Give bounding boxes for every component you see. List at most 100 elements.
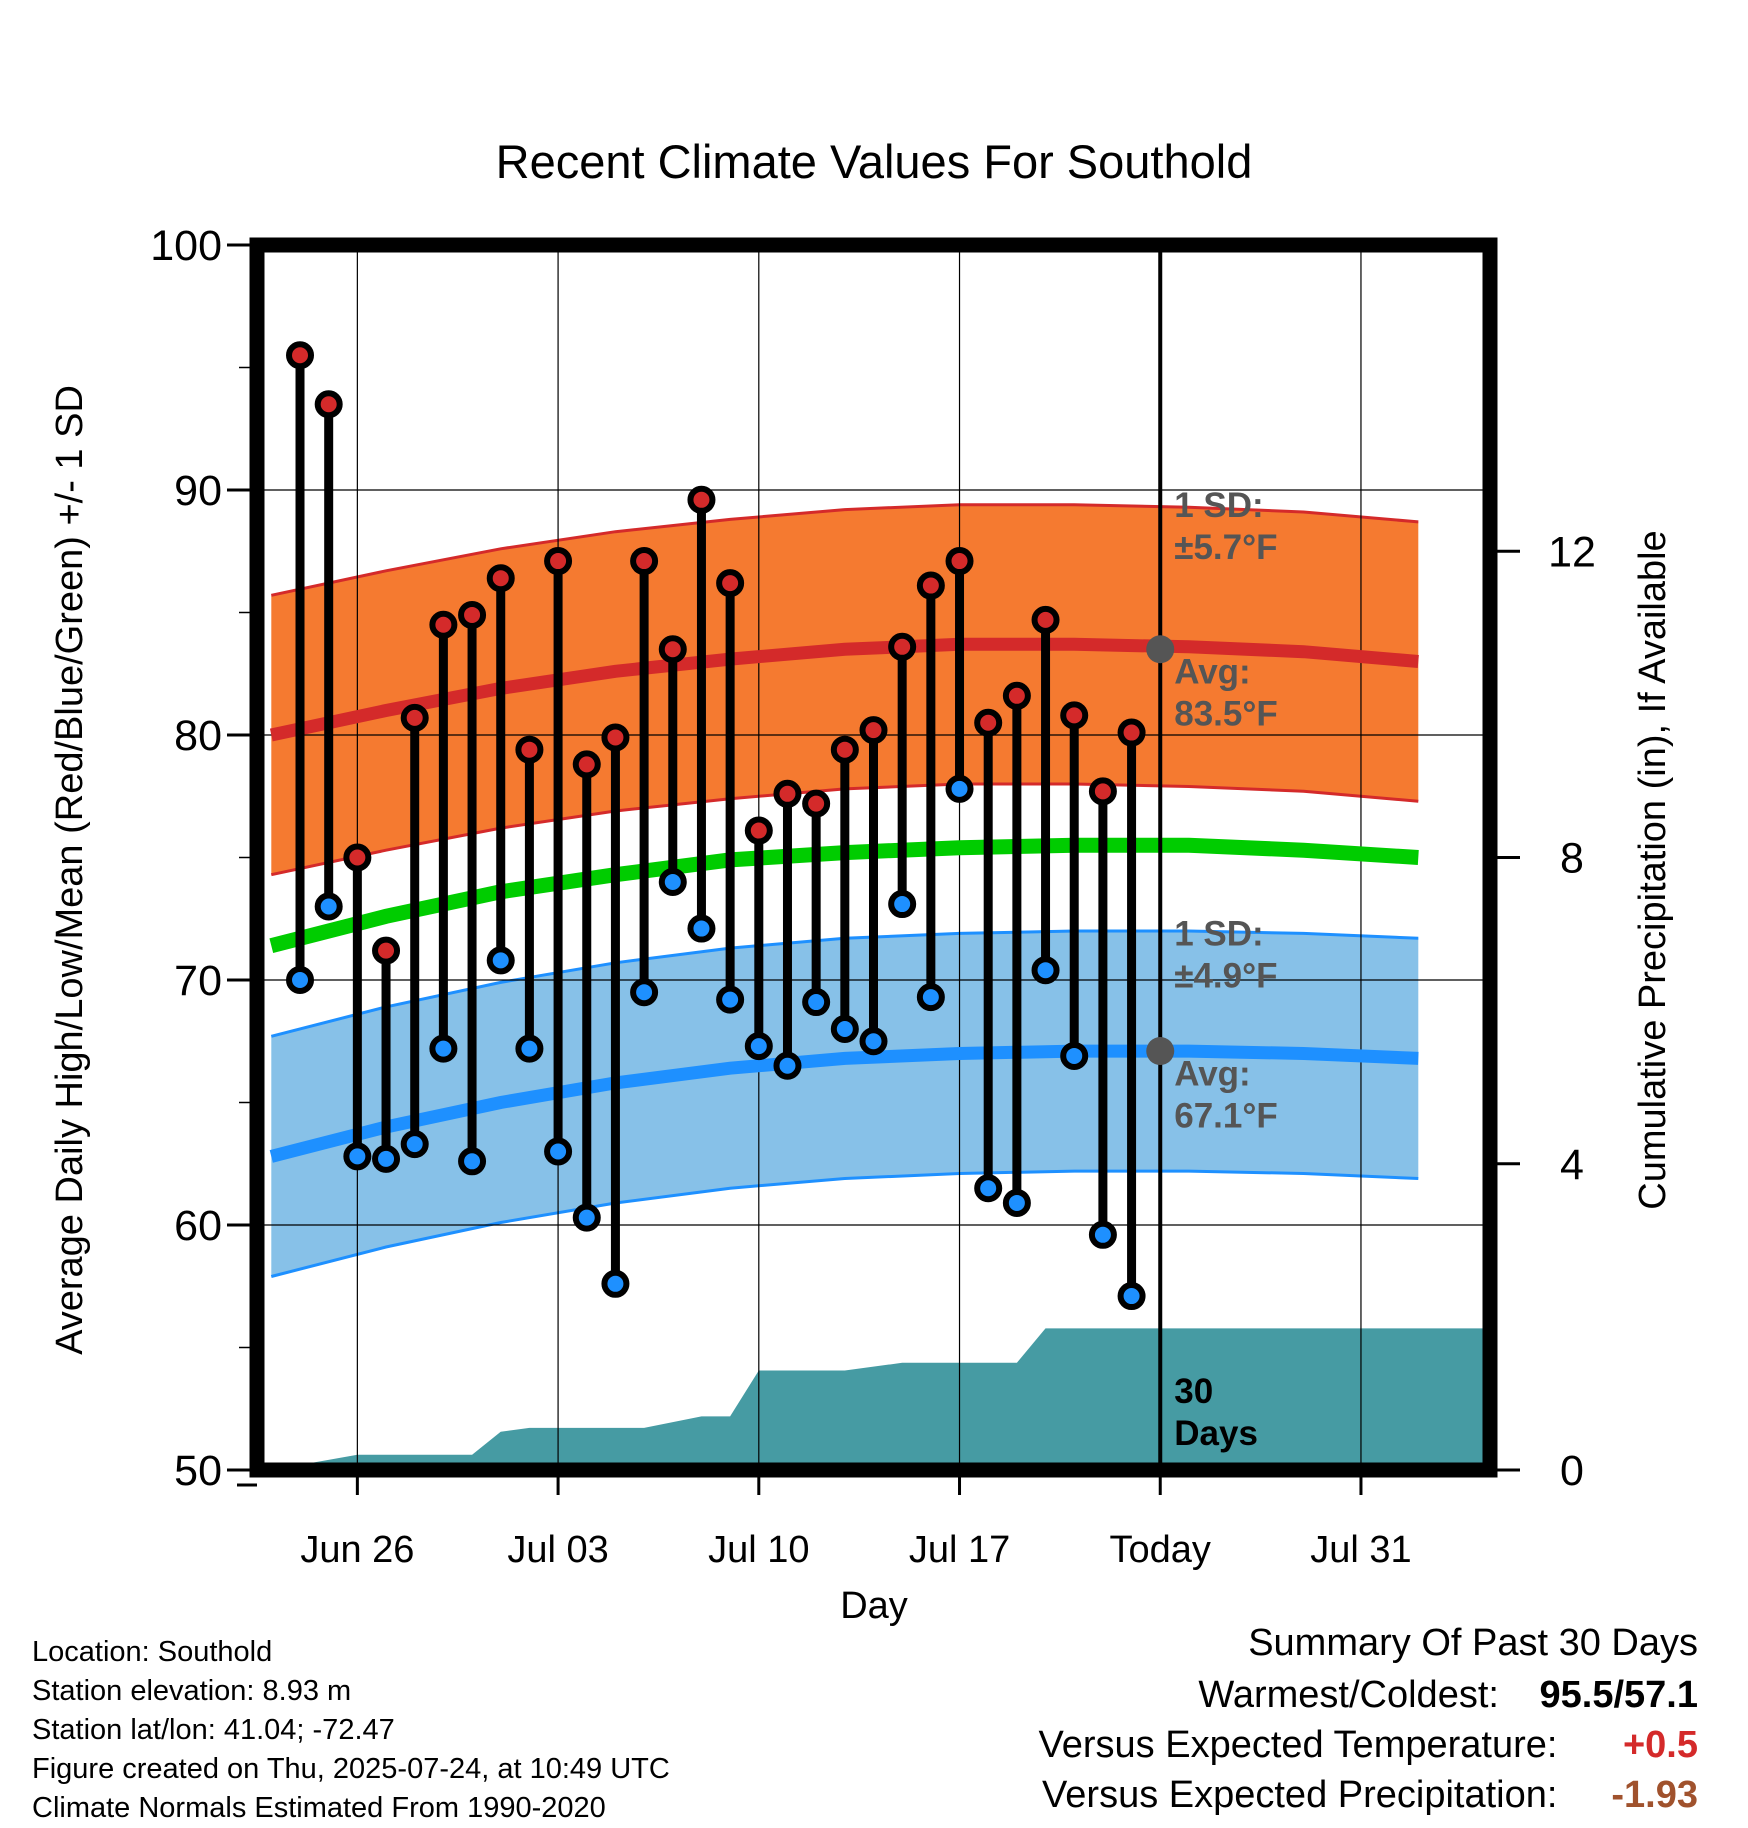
daily-low-point [1117, 1282, 1146, 1311]
daily-low-point [658, 868, 687, 896]
precip-area [271, 1328, 1490, 1470]
daily-low-point [916, 983, 945, 1012]
precip-label: Versus Expected Precipitation: [1042, 1774, 1558, 1816]
daily-high-point [830, 735, 859, 764]
y-tick-label: 70 [174, 957, 222, 1005]
daily-low-point [601, 1269, 630, 1298]
daily-low-point [314, 892, 343, 921]
info-latlon: Station lat/lon: 41.04; -72.47 [32, 1714, 395, 1746]
daily-low-point [1088, 1220, 1117, 1249]
daily-low-point [744, 1032, 773, 1061]
daily-low-point [515, 1034, 544, 1063]
y-tick-label: 60 [174, 1202, 222, 1250]
daily-low-point [630, 978, 659, 1007]
x-tick-label: Jul 17 [909, 1529, 1010, 1571]
daily-low-point [1060, 1041, 1089, 1070]
x-axis-label: Day [840, 1585, 908, 1627]
x-tick-label: Jul 03 [507, 1529, 608, 1571]
today-low-avg-marker [1146, 1037, 1175, 1066]
summary-precip-row: Versus Expected Precipitation: -1.93 [1042, 1774, 1698, 1817]
y-tick-label: 80 [174, 712, 222, 760]
daily-high-point [1031, 605, 1060, 634]
daily-low-point [830, 1015, 859, 1043]
temp-value: +0.5 [1622, 1724, 1698, 1766]
x-tick-label: Jul 31 [1310, 1529, 1411, 1571]
y-tick-label: 90 [174, 467, 222, 515]
daily-low-point [1002, 1188, 1031, 1217]
daily-high-point [945, 547, 974, 576]
y2-axis-label: Cumulative Precipitation (in), If Availa… [1632, 530, 1674, 1209]
daily-high-point [658, 635, 687, 664]
precip-value: -1.93 [1611, 1774, 1698, 1816]
daily-low-point [773, 1051, 802, 1080]
daily-low-point [400, 1130, 429, 1159]
daily-high-point [286, 341, 315, 370]
x-tick-label: Today [1110, 1529, 1211, 1571]
y2-tick-label: 0 [1560, 1447, 1584, 1495]
daily-high-point [1060, 701, 1089, 730]
low-avg-annotation: Avg: [1174, 1054, 1250, 1093]
daily-high-point [974, 708, 1003, 737]
summary-temp-row: Versus Expected Temperature: +0.5 [1039, 1724, 1698, 1767]
y2-tick-label: 12 [1548, 528, 1596, 576]
daily-high-point [515, 735, 544, 764]
daily-low-point [687, 914, 716, 943]
high-sd-annotation: ±5.7°F [1174, 528, 1277, 567]
low-normal-line [269, 1044, 1419, 1163]
daily-low-point [429, 1034, 458, 1063]
daily-high-point [1088, 777, 1117, 806]
daily-low-point [343, 1142, 372, 1171]
high-sd-band-upper-edge [270, 503, 1419, 597]
y-axis-label: Average Daily High/Low/Mean (Red/Blue/Gr… [49, 385, 91, 1355]
high-avg-annotation: Avg: [1174, 653, 1250, 692]
y-tick-label: 100 [150, 222, 222, 270]
low-sd-annotation: 1 SD: [1174, 915, 1263, 954]
daily-high-point [458, 600, 487, 629]
daily-high-point [572, 750, 601, 779]
daily-high-point [744, 816, 773, 845]
daily-low-point [544, 1137, 573, 1166]
low-avg-annotation: 67.1°F [1174, 1096, 1278, 1135]
daily-low-point [859, 1027, 888, 1056]
warm-cold-value: 95.5/57.1 [1539, 1674, 1698, 1716]
daily-low-point [888, 890, 917, 919]
chart-title: Recent Climate Values For Southold [496, 135, 1253, 188]
low-sd-annotation: ±4.9°F [1174, 957, 1277, 996]
period-annotation: Days [1174, 1414, 1258, 1453]
daily-high-point [400, 703, 429, 732]
high-avg-annotation: 83.5°F [1174, 695, 1278, 734]
daily-high-point [429, 610, 458, 639]
y2-tick-label: 4 [1560, 1141, 1584, 1189]
daily-high-point [888, 632, 917, 661]
today-high-avg-marker [1146, 635, 1175, 664]
daily-low-point [486, 946, 515, 975]
daily-low-point [286, 966, 315, 994]
daily-low-point [458, 1147, 487, 1176]
x-tick-label: Jun 26 [300, 1529, 414, 1571]
daily-high-point [601, 723, 630, 752]
daily-high-point [314, 390, 343, 419]
y2-tick-label: 8 [1560, 835, 1584, 883]
y-tick-label: 50 [174, 1447, 222, 1495]
high-sd-annotation: 1 SD: [1174, 486, 1263, 525]
daily-high-point [1117, 718, 1146, 747]
daily-high-point [773, 779, 802, 808]
daily-high-point [716, 569, 745, 598]
info-location: Location: Southold [32, 1636, 273, 1668]
daily-high-point [630, 547, 659, 576]
daily-low-point [716, 985, 745, 1014]
daily-low-point [372, 1144, 401, 1173]
info-normals: Climate Normals Estimated From 1990-2020 [32, 1792, 606, 1824]
info-created: Figure created on Thu, 2025-07-24, at 10… [32, 1753, 670, 1785]
summary-title: Summary Of Past 30 Days [1248, 1622, 1698, 1664]
daily-low-point [572, 1203, 601, 1232]
daily-low-point [1031, 956, 1060, 985]
low-sd-band-lower-edge [270, 1169, 1419, 1278]
daily-high-point [687, 485, 716, 514]
daily-high-point [544, 547, 573, 576]
daily-high-point [916, 571, 945, 600]
high-normal-line [269, 637, 1419, 742]
x-tick-label: Jul 10 [708, 1529, 809, 1571]
